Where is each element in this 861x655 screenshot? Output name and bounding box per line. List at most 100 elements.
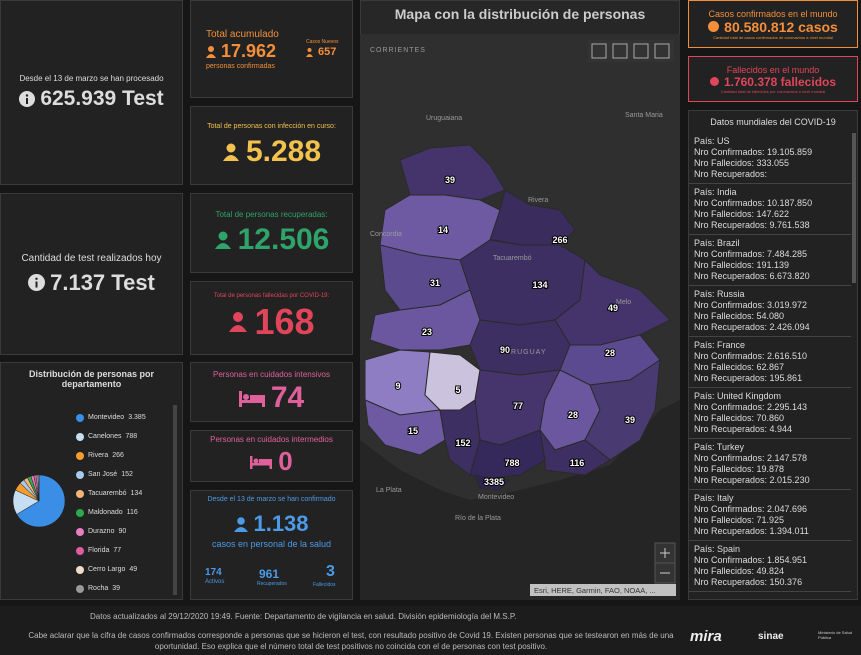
label: Desde el 13 de marzo se han confirmado xyxy=(207,496,336,503)
legend-value: 152 xyxy=(121,471,133,478)
list-button[interactable] xyxy=(612,43,628,59)
water xyxy=(360,400,680,600)
department-label: 77 xyxy=(513,401,523,411)
legend-name: Rocha xyxy=(88,585,109,592)
place-labels: CORRIENTES Uruguaiana Santa Maria Rivera… xyxy=(370,47,663,522)
country-line: País: Italy xyxy=(694,493,734,503)
legend-name: San José xyxy=(88,471,118,478)
department-label: 14 xyxy=(438,225,448,235)
legend-value: 266 xyxy=(112,452,124,459)
icu-panel: Personas en cuidados intensivos 74 xyxy=(190,362,353,422)
caption: Cantidad total de fallecidos por coronav… xyxy=(720,88,826,94)
info-icon xyxy=(708,21,720,32)
legend-item: Maldonado 116 xyxy=(76,503,146,522)
home-button[interactable] xyxy=(591,43,607,59)
place-label: Montevideo xyxy=(478,494,514,501)
legend-name: Canelones xyxy=(88,433,122,440)
department-label: 28 xyxy=(568,410,578,420)
map-tools: Esri, HERE, Garmin, FAO, NOAA, ... xyxy=(530,40,676,596)
map: CORRIENTES Uruguaiana Santa Maria Rivera… xyxy=(360,34,680,600)
country-line: Nro Confirmados: 19.105.859 xyxy=(694,147,813,157)
staff-active-value: 174 xyxy=(205,567,222,578)
department-label: 134 xyxy=(532,280,547,290)
department-label: 49 xyxy=(608,303,618,313)
country-line: País: India xyxy=(694,187,737,197)
department xyxy=(469,319,571,376)
legend-item: Durazno 90 xyxy=(76,522,146,541)
value-row: 1.138 xyxy=(191,511,352,537)
legend-swatch xyxy=(76,565,84,574)
value: 168 xyxy=(254,301,315,342)
label: Personas en cuidados intensivos xyxy=(213,369,330,379)
value: 12.506 xyxy=(237,222,330,256)
legend-name: Cerro Largo xyxy=(88,566,126,573)
value: 1.138 xyxy=(253,511,309,536)
toolbar xyxy=(588,40,674,62)
legend-value: 3.385 xyxy=(128,414,146,421)
country-line: Nro Recuperados: 2.426.094 xyxy=(694,322,810,332)
tests-total-panel: Desde el 13 de marzo se han procesado 62… xyxy=(0,0,183,185)
country-line: Nro Fallecidos: 191.139 xyxy=(694,260,790,270)
value-row: 7.137 Test xyxy=(28,270,155,296)
department-label: 3385 xyxy=(484,477,504,487)
plus-icon xyxy=(660,548,670,558)
value-row: 1.760.378 fallecidos xyxy=(709,74,837,89)
department-label: 23 xyxy=(422,327,432,337)
attribution: Esri, HERE, Garmin, FAO, NOAA, ... xyxy=(534,586,656,595)
info-icon xyxy=(19,91,36,107)
pie-chart xyxy=(12,474,66,528)
legend-swatch xyxy=(76,432,84,441)
country-line: Nro Recuperados: 195.861 xyxy=(694,373,803,383)
value-row: 625.939 Test xyxy=(19,87,164,111)
department xyxy=(539,429,611,476)
title: Casos confirmados en el mundo xyxy=(708,8,838,19)
place-label: Tacuarembó xyxy=(493,255,532,262)
title: Distribución de personas por departament… xyxy=(28,369,155,389)
tests-today-panel: Cantidad de test realizados hoy 7.137 Te… xyxy=(0,193,183,355)
logo-msp: Ministerio de Salud Pública xyxy=(818,630,853,640)
legend-item: Cerro Largo 49 xyxy=(76,560,146,579)
country-item: País: India Nro Confirmados: 10.187.850 Nr… xyxy=(689,184,851,235)
staff-deceased-label: Fallecidos xyxy=(313,582,336,588)
layers-button[interactable] xyxy=(633,43,649,59)
person-icon xyxy=(206,45,216,58)
country-item: País: US Nro Confirmados: 19.105.859 Nro F… xyxy=(689,133,851,184)
pie-slice xyxy=(16,474,66,528)
country-line: País: Spain xyxy=(694,544,741,554)
value-row: 5.288 xyxy=(222,135,321,169)
legend-name: Montevideo xyxy=(88,414,125,421)
new-label: Casos Nuevos xyxy=(306,39,339,45)
label: Desde el 13 de marzo se han procesado xyxy=(19,74,164,83)
legend-swatch xyxy=(76,470,84,479)
country-line: Nro Confirmados: 7.484.285 xyxy=(694,249,808,259)
value: 1.760.378 fallecidos xyxy=(723,74,837,89)
country-line: Nro Recuperados: 9.761.538 xyxy=(694,220,810,230)
department-labels: 39 14 266 31 134 49 23 90 28 9 5 77 28 3… xyxy=(394,174,636,488)
legend: Montevideo 3.385 Canelones 788 Rivera 266 San … xyxy=(76,408,146,593)
staff-recovered-label: Recuperados xyxy=(257,581,287,587)
country-line: Nro Recuperados: 4.944 xyxy=(694,424,793,434)
place-label: Uruguaiana xyxy=(426,115,462,122)
staff-recovered-value: 961 xyxy=(259,567,280,581)
legend-swatch xyxy=(76,489,84,498)
legend-swatch xyxy=(76,451,84,460)
map-title: Mapa con la distribución de personas xyxy=(394,6,646,22)
country-line: Nro Confirmados: 2.047.696 xyxy=(694,504,808,514)
place-label: Melo xyxy=(616,299,631,306)
label: Cantidad de test realizados hoy xyxy=(21,252,162,264)
country-line: Nro Confirmados: 2.616.510 xyxy=(694,351,808,361)
country-line: País: United Kingdom xyxy=(694,391,782,401)
place-label: Concordia xyxy=(370,231,402,238)
department-label: 116 xyxy=(570,458,585,468)
legend-swatch xyxy=(76,584,84,593)
legend-value: 116 xyxy=(126,509,138,516)
legend-value: 90 xyxy=(118,528,127,535)
legend-swatch xyxy=(76,527,84,536)
person-icon xyxy=(222,143,239,161)
value: 17.962 xyxy=(221,41,277,61)
country-line: País: US xyxy=(694,136,730,146)
legend-value: 788 xyxy=(125,433,138,440)
country-line: Nro Fallecidos: 333.055 xyxy=(694,158,790,168)
qr-button[interactable] xyxy=(654,43,670,59)
